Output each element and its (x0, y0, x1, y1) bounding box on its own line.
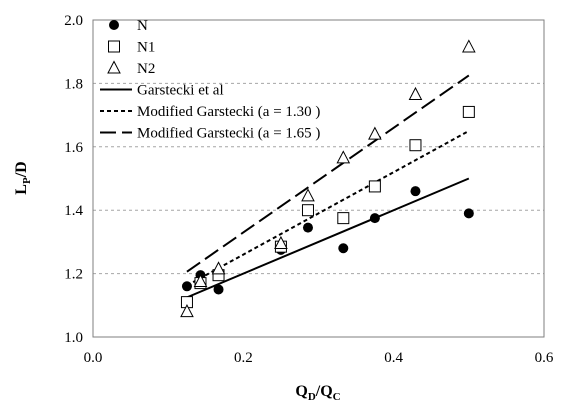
y-tick-label-4: 1.8 (64, 76, 83, 92)
point-N1-4 (301, 204, 314, 217)
x-tick-label-0: 0.0 (84, 350, 103, 366)
data-points (180, 39, 476, 318)
point-N2-7 (408, 86, 423, 100)
legend: N N1 N2 Garstecki et al Modified Garstecki (… (100, 18, 320, 142)
point-N1-8 (462, 105, 475, 118)
x-tick-label-1: 0.2 (234, 350, 253, 366)
plot-area-frame (92, 19, 545, 338)
fit-line-0 (186, 177, 470, 299)
y-tick-label-2: 1.4 (64, 203, 83, 219)
point-N1-5 (337, 212, 350, 225)
point-N2-8 (462, 39, 476, 53)
legend-label-fit-2: Modified Garstecki (a = 1.65 ) (137, 126, 320, 142)
point-N2-2 (211, 261, 226, 275)
point-N2-1 (193, 273, 208, 288)
point-N2-4 (301, 188, 315, 202)
legend-label-N2: N2 (137, 61, 155, 77)
y-tick-label-0: 1.0 (64, 330, 83, 346)
point-N2-0 (180, 304, 194, 318)
legend-marker-N (109, 20, 119, 30)
point-N2-6 (368, 126, 382, 140)
point-N1-6 (368, 180, 381, 193)
y-tick-label-3: 1.6 (64, 140, 83, 156)
legend-label-fit-1: Modified Garstecki (a = 1.30 ) (137, 104, 320, 120)
point-N2-5 (336, 150, 351, 164)
y-axis-title: LP/D (13, 161, 33, 194)
x-tick-label-2: 0.4 (384, 350, 403, 366)
x-axis-title: QD/QC (295, 383, 340, 403)
point-N-2 (213, 284, 224, 295)
point-N-6 (369, 213, 380, 224)
point-N-7 (410, 186, 421, 197)
legend-marker-N2 (107, 60, 121, 74)
legend-marker-N1 (108, 40, 120, 53)
fit-line-1 (186, 130, 470, 287)
y-tick-label-5: 2.0 (64, 13, 83, 29)
legend-label-N: N (137, 18, 148, 34)
point-N-0 (181, 281, 192, 292)
x-tick-label-3: 0.6 (535, 350, 554, 366)
legend-label-fit-0: Garstecki et al (137, 83, 224, 99)
legend-label-N1: N1 (137, 40, 155, 56)
point-N1-7 (409, 139, 422, 152)
point-N-5 (338, 243, 349, 254)
tick-labels: 1.0 1.2 1.4 1.6 1.8 2.0 0.0 0.2 0.4 0.6 (64, 13, 554, 366)
point-N-8 (463, 208, 474, 219)
fit-lines (186, 74, 470, 299)
y-tick-label-1: 1.2 (64, 267, 83, 283)
fit-line-2 (186, 74, 470, 273)
point-N-4 (302, 222, 313, 233)
point-N2-3 (274, 235, 288, 249)
